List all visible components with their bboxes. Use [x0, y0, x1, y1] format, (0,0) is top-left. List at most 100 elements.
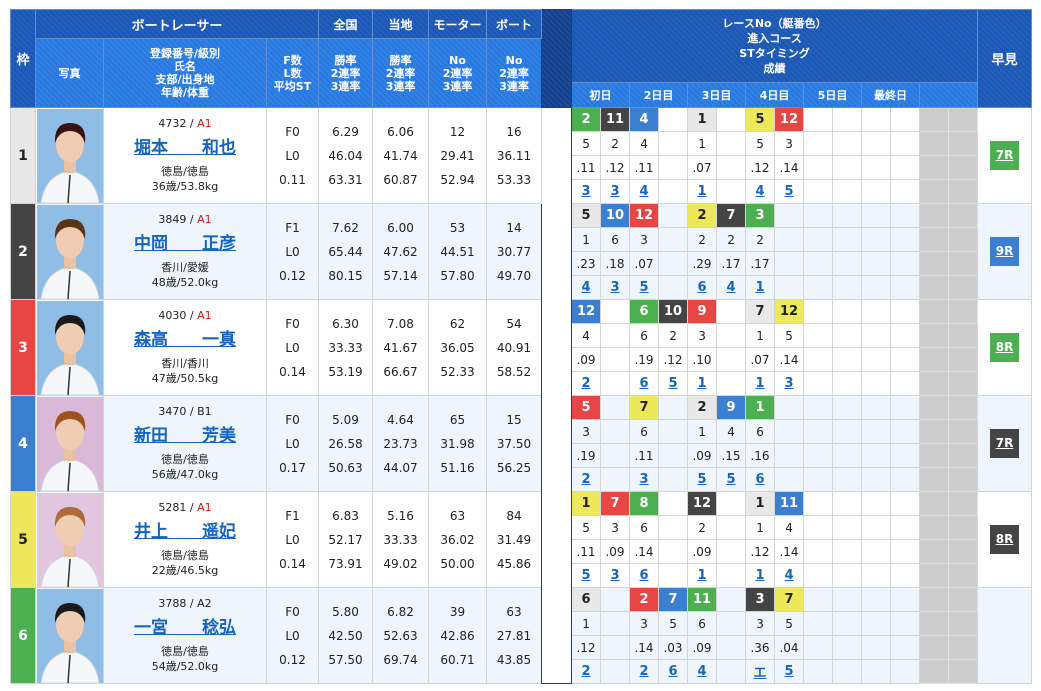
race-result-link[interactable]: 5: [774, 179, 805, 204]
race-result-link[interactable]: 6: [687, 275, 718, 300]
race-result-link[interactable]: 4: [716, 275, 747, 300]
race-result-link[interactable]: 6: [745, 467, 776, 492]
racer-name-link[interactable]: 中岡 正彦: [134, 234, 236, 254]
empty-race-cell: [890, 467, 921, 492]
race-result-link[interactable]: エ: [745, 659, 776, 684]
race-result-link[interactable]: 4: [629, 179, 660, 204]
empty-race-cell: [948, 587, 979, 612]
local-stat-value: 41.74: [383, 148, 418, 163]
racer-name-link[interactable]: 一宮 稔弘: [134, 618, 236, 638]
race-result-link[interactable]: 4: [774, 563, 805, 588]
race-result-link[interactable]: 1: [687, 371, 718, 396]
empty-race-cell: [861, 515, 892, 540]
empty-race-cell: [890, 563, 921, 588]
st-timing: .04: [774, 635, 805, 660]
entry-course: 6: [600, 227, 631, 252]
hayami-cell: [977, 587, 1033, 684]
racer-name-link[interactable]: 森高 一真: [134, 330, 236, 350]
race-result-link[interactable]: 5: [687, 467, 718, 492]
race-result-link[interactable]: 1: [745, 275, 776, 300]
race-result-link[interactable]: 3: [571, 179, 602, 204]
boat-stat-value: 16: [506, 124, 522, 139]
racer-name-link[interactable]: 井上 遥妃: [134, 522, 236, 542]
empty-race-cell: [803, 275, 834, 300]
current-series-char: 成: [550, 374, 564, 390]
hayami-race-link[interactable]: 8R: [990, 333, 1020, 362]
national-stat-value: 6.29: [332, 124, 359, 139]
race-result-link[interactable]: 3: [600, 275, 631, 300]
national-stat-value: 26.58: [328, 436, 363, 451]
race-result-link[interactable]: 4: [687, 659, 718, 684]
race-result-link[interactable]: 3: [600, 563, 631, 588]
racer-name-link[interactable]: 堀本 和也: [134, 138, 236, 158]
race-number: 12: [774, 107, 805, 132]
motor-stat-value: 51.16: [440, 460, 475, 475]
race-result-link[interactable]: 5: [629, 275, 660, 300]
entry-course: 6: [629, 323, 660, 348]
empty-race-cell: [919, 179, 950, 204]
national-stat-value: 5.80: [332, 604, 359, 619]
motor-header: モーター: [428, 9, 488, 39]
entry-course: 1: [687, 131, 718, 156]
race-result-link[interactable]: 4: [571, 275, 602, 300]
local-stats: 5.16 33.33 49.02: [372, 491, 430, 588]
race-result-link[interactable]: 6: [629, 563, 660, 588]
race-result-link[interactable]: 3: [629, 467, 660, 492]
race-result-link[interactable]: 1: [687, 563, 718, 588]
race-result-link[interactable]: 3: [600, 179, 631, 204]
entry-course: 3: [600, 515, 631, 540]
st-timing: .09: [687, 635, 718, 660]
race-result-link[interactable]: 5: [658, 371, 689, 396]
average-st: 0.12: [279, 652, 306, 667]
race-result-link[interactable]: 6: [658, 659, 689, 684]
race-results-header: レースNo（艇番色） 進入コース STタイミング 成績: [571, 9, 979, 83]
entry-course: 1: [571, 611, 602, 636]
empty-race-cell: [658, 563, 689, 588]
hayami-race-link[interactable]: 8R: [990, 525, 1020, 554]
racer-class: B1: [197, 405, 212, 418]
st-timing: .07: [687, 155, 718, 180]
race-result-link[interactable]: 2: [629, 659, 660, 684]
national-stat-value: 7.62: [332, 220, 359, 235]
boat-stat-value: 56.25: [496, 460, 532, 475]
empty-race-cell: [803, 587, 834, 612]
empty-race-cell: [948, 611, 979, 636]
race-result-link[interactable]: 2: [571, 659, 602, 684]
race-result-link[interactable]: 2: [571, 371, 602, 396]
race-result-link[interactable]: 1: [687, 179, 718, 204]
empty-race-cell: [919, 107, 950, 132]
empty-race-cell: [774, 419, 805, 444]
entry-course: 1: [745, 323, 776, 348]
empty-race-cell: [890, 635, 921, 660]
race-result-link[interactable]: 5: [571, 563, 602, 588]
hayami-race-link[interactable]: 7R: [990, 429, 1020, 458]
empty-race-cell: [890, 611, 921, 636]
empty-race-cell: [861, 371, 892, 396]
hayami-race-link[interactable]: 9R: [990, 237, 1020, 266]
race-result-link[interactable]: 4: [745, 179, 776, 204]
empty-race-cell: [919, 635, 950, 660]
race-result-link[interactable]: 6: [629, 371, 660, 396]
st-timing: .11: [571, 155, 602, 180]
hayami-race-link[interactable]: 7R: [990, 141, 1020, 170]
race-result-link[interactable]: 2: [571, 467, 602, 492]
st-timing: .09: [571, 347, 602, 372]
race-result-link[interactable]: 1: [745, 563, 776, 588]
race-result-link[interactable]: 5: [716, 467, 747, 492]
empty-race-cell: [658, 155, 689, 180]
st-timing: .29: [687, 251, 718, 276]
race-result-link[interactable]: 3: [774, 371, 805, 396]
empty-race-cell: [658, 491, 689, 516]
age-weight: 54歳/52.0kg: [151, 660, 219, 673]
race-result-link[interactable]: 5: [774, 659, 805, 684]
race-result-link[interactable]: 1: [745, 371, 776, 396]
empty-race-cell: [890, 299, 921, 324]
motor-stat-value: 60.71: [440, 652, 475, 667]
motor-stat-value: 31.98: [440, 436, 475, 451]
racer-name-link[interactable]: 新田 芳美: [134, 426, 236, 446]
motor-stat-value: 63: [449, 508, 466, 523]
